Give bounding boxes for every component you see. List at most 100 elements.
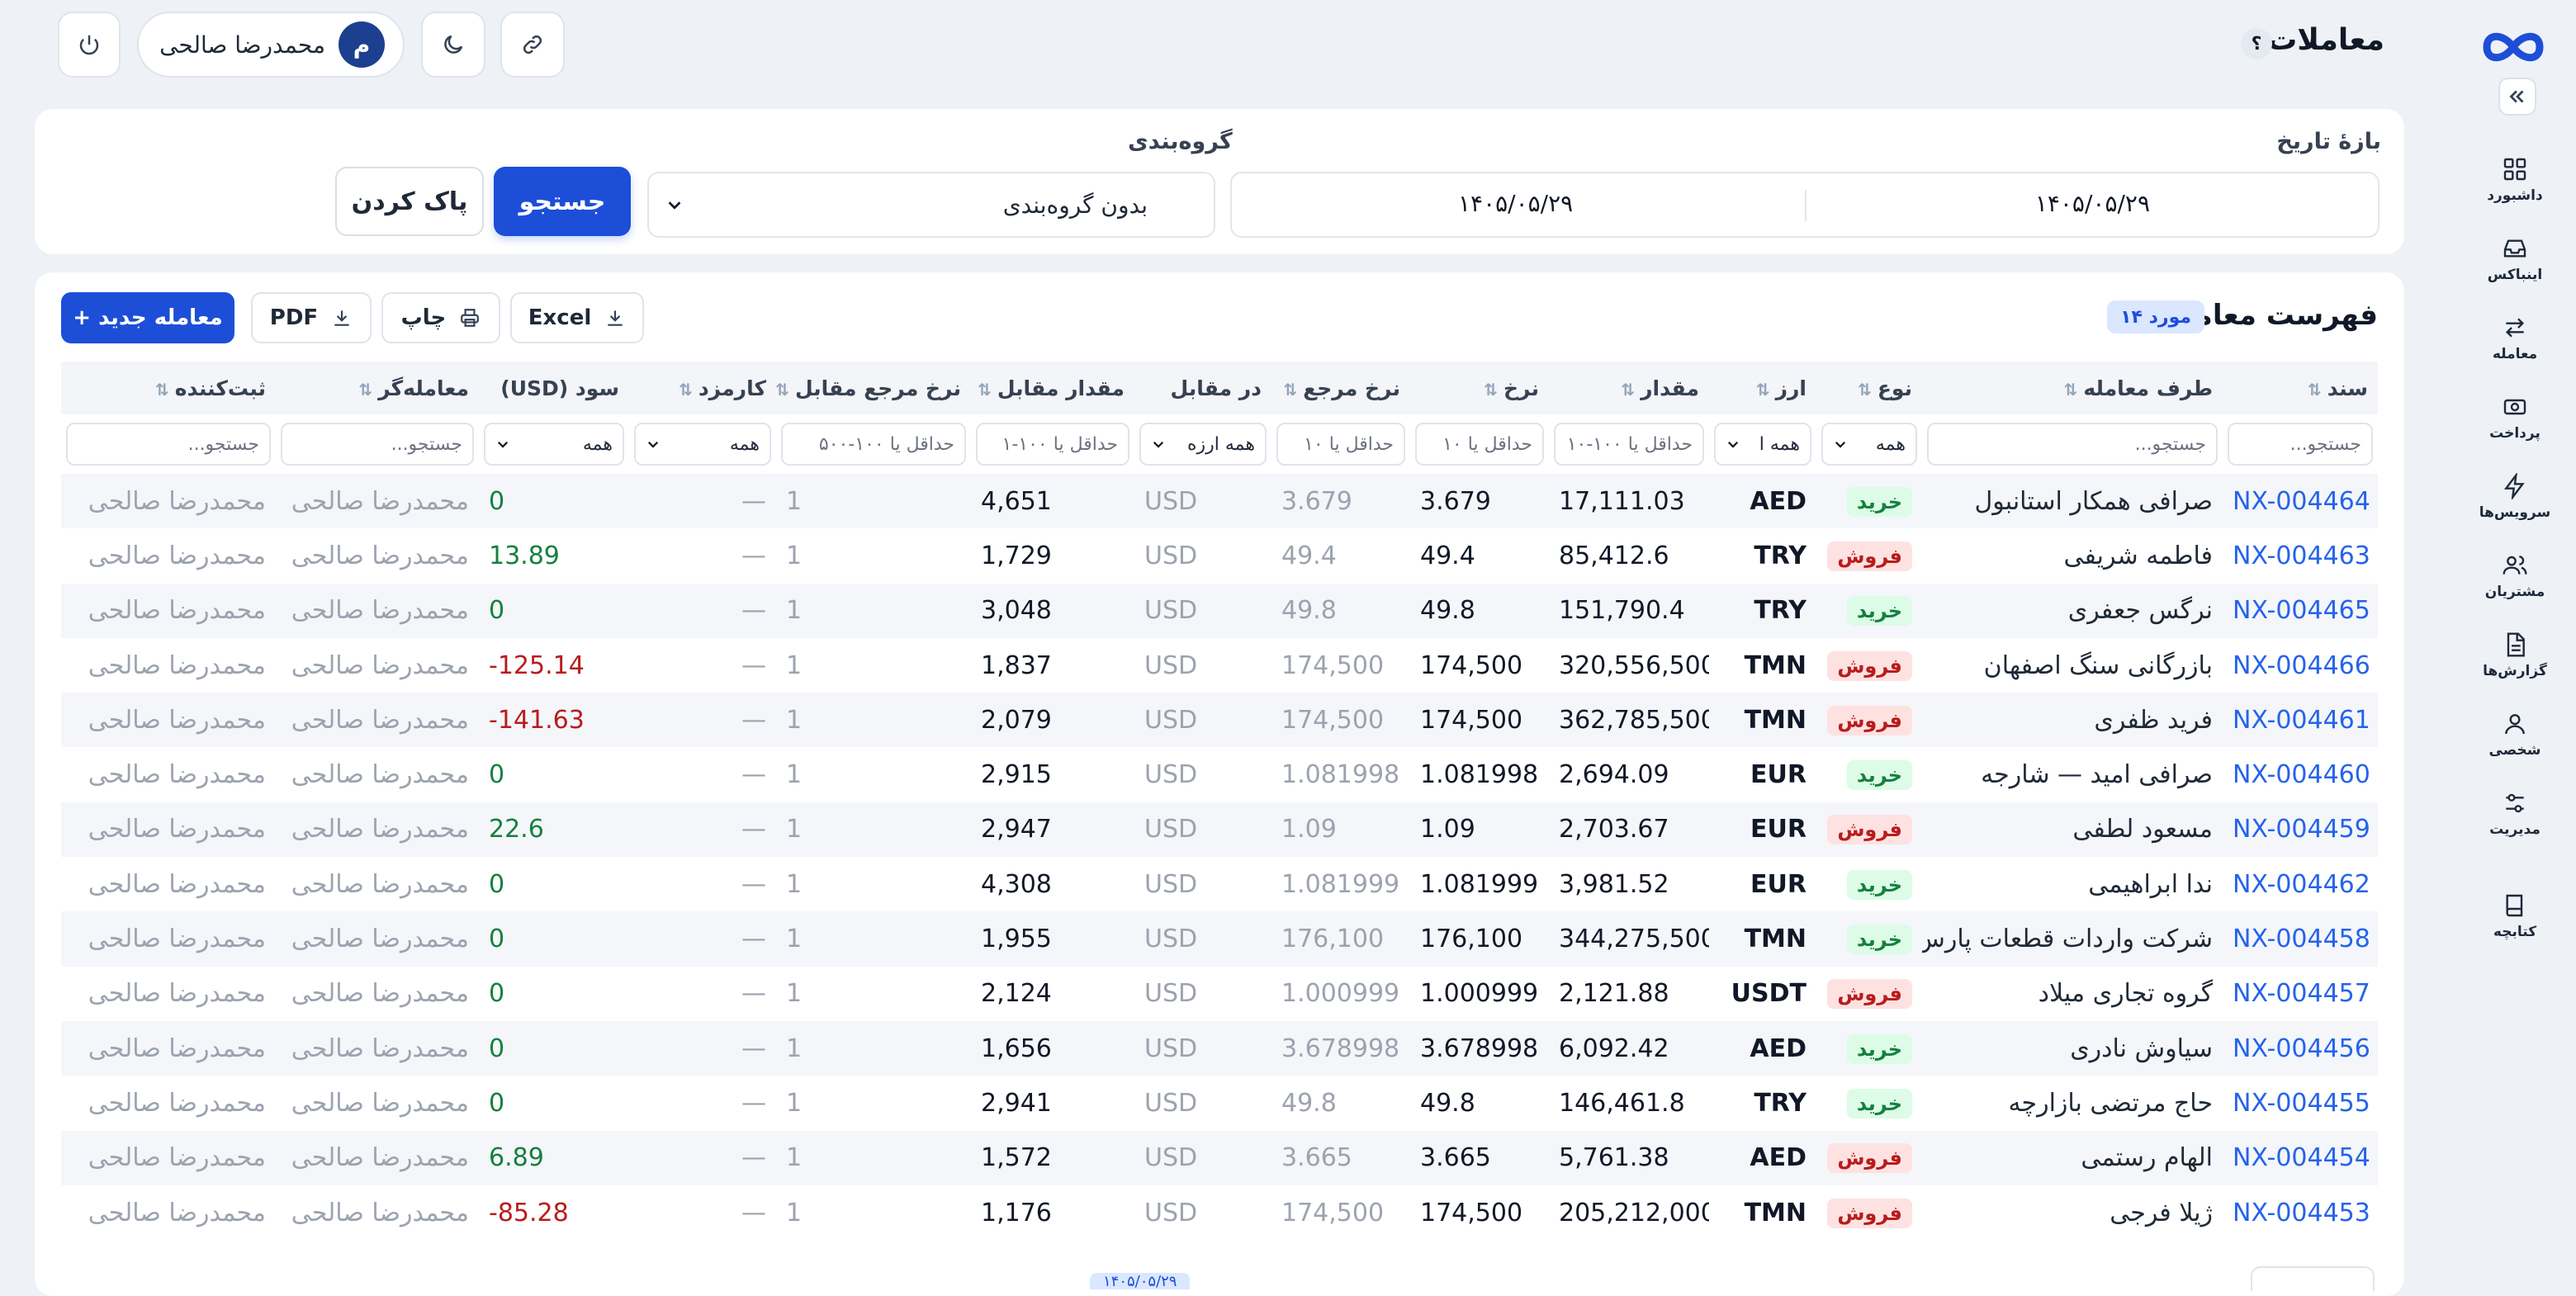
user-menu[interactable]: م محمدرضا صالحی [137, 12, 405, 78]
counter-currency: USD [1134, 693, 1271, 748]
doc-link[interactable]: NX-004465 [2223, 583, 2378, 638]
sidebar-item-book[interactable]: کتابچه [2464, 882, 2566, 951]
column-filter-input[interactable]: حداقل یا ۱۰۰-۵۰۰ [781, 423, 966, 466]
theme-toggle-button[interactable] [421, 12, 485, 78]
counter-amount: 4,308 [971, 857, 1134, 912]
help-icon[interactable]: ؟ [2241, 28, 2272, 59]
currency: TRY [1709, 528, 1816, 584]
doc-link[interactable]: NX-004454 [2223, 1130, 2378, 1185]
column-filter-input[interactable]: جستجو... [1927, 423, 2218, 466]
column-filter-select[interactable]: همه ا [1714, 423, 1811, 466]
trader: محمدرضا صالحی [276, 583, 479, 638]
print-button[interactable]: چاپ [381, 292, 500, 343]
column-header[interactable]: طرف معامله ⇅ [1922, 362, 2223, 414]
column-filter-input[interactable]: حداقل یا ۱۰۰-۱ [976, 423, 1129, 466]
sidebar-item-label: شخصی [2488, 742, 2541, 759]
date-from[interactable]: ۱۴۰۵/۰۵/۲۹ [2034, 190, 2150, 217]
sidebar-item-customers[interactable]: مشتریان [2464, 542, 2566, 611]
column-filter-input[interactable]: جستجو... [2228, 423, 2373, 466]
column-filter-input[interactable]: حداقل یا ۱۰ [1276, 423, 1405, 466]
column-header[interactable]: مقدار مقابل ⇅ [971, 362, 1134, 414]
table-row[interactable]: NX-004463 فاطمه شریفی فروش TRY 85,412.6 49.4 4… [61, 528, 2378, 584]
column-header[interactable]: کارمزد ⇅ [629, 362, 776, 414]
logout-button[interactable] [58, 12, 121, 78]
doc-link[interactable]: NX-004458 [2223, 911, 2378, 967]
table-row[interactable]: NX-004457 گروه تجاری میلاد فروش USDT 2,121.8… [61, 966, 2378, 1021]
column-filter-input[interactable]: حداقل یا ۱۰۰-۱۰ [1554, 423, 1704, 466]
recorder: محمدرضا صالحی [61, 802, 276, 858]
reports-icon [2507, 632, 2525, 657]
date-to[interactable]: ۱۴۰۵/۰۵/۲۹ [1458, 190, 1574, 217]
doc-link[interactable]: NX-004464 [2223, 474, 2378, 529]
column-filter-select[interactable]: همه ارزه [1139, 423, 1267, 466]
page-title: معاملات [2267, 23, 2384, 57]
sidebar-item-inbox[interactable]: اینباکس [2464, 225, 2566, 294]
table-row[interactable]: NX-004464 صرافی همکار استانبول خرید AED 17,1… [61, 474, 2378, 529]
sidebar-item-transfer[interactable]: معامله [2464, 304, 2566, 373]
sidebar-item-sliders[interactable]: مدیریت [2464, 779, 2566, 849]
footer-button[interactable] [2251, 1266, 2375, 1291]
profit: 0 [479, 1076, 629, 1131]
sidebar-item-person[interactable]: شخصی [2464, 700, 2566, 769]
sidebar-item-reports[interactable]: گزارش‌ها [2464, 621, 2566, 690]
table-row[interactable]: NX-004454 الهام رستمی فروش AED 5,761.38 3.665… [61, 1130, 2378, 1185]
doc-link[interactable]: NX-004463 [2223, 528, 2378, 584]
counter-ref-rate: 1 [776, 1020, 971, 1076]
doc-link[interactable]: NX-004461 [2223, 693, 2378, 748]
table-row[interactable]: NX-004462 ندا ابراهیمی خرید EUR 3,981.52 1.08… [61, 857, 2378, 912]
table-row[interactable]: NX-004466 بازرگانی سنگ اصفهان فروش TMN 320,5… [61, 637, 2378, 693]
doc-link[interactable]: NX-004455 [2223, 1076, 2378, 1131]
column-header[interactable]: نرخ ⇅ [1410, 362, 1549, 414]
new-transaction-button[interactable]: + معامله جدید [61, 292, 234, 343]
sidebar-item-dashboard[interactable]: داشبورد [2464, 145, 2566, 215]
doc-link[interactable]: NX-004462 [2223, 857, 2378, 912]
grouping-select[interactable]: بدون گروه‌بندی [647, 172, 1215, 238]
search-button[interactable]: جستجو [494, 167, 631, 236]
type-badge: فروش [1827, 705, 1912, 736]
clear-button[interactable]: پاک کردن [335, 167, 484, 236]
recorder: محمدرضا صالحی [61, 528, 276, 584]
table-row[interactable]: NX-004461 فرید ظفری فروش TMN 362,785,500 174,… [61, 693, 2378, 748]
doc-link[interactable]: NX-004456 [2223, 1020, 2378, 1076]
sidebar-item-bolt[interactable]: سرویس‌ها [2464, 462, 2566, 532]
column-header[interactable]: ثبت‌کننده ⇅ [61, 362, 276, 414]
link-button[interactable] [500, 12, 565, 78]
recorder: محمدرضا صالحی [61, 474, 276, 529]
column-header[interactable]: معامله‌گر ⇅ [276, 362, 479, 414]
column-filter-input[interactable]: جستجو... [66, 423, 271, 466]
counter-currency: USD [1134, 911, 1271, 967]
doc-link[interactable]: NX-004453 [2223, 1185, 2378, 1241]
column-header[interactable]: نوع ⇅ [1816, 362, 1922, 414]
table-row[interactable]: NX-004455 حاج مرتضی بازارچه خرید TRY 146,461… [61, 1076, 2378, 1131]
counterparty: صرافی امید — شارجه [1922, 747, 2223, 802]
column-header[interactable]: ارز ⇅ [1709, 362, 1816, 414]
table-row[interactable]: NX-004465 نرگس جعفری خرید TRY 151,790.4 49.8 4… [61, 583, 2378, 638]
date-range-field[interactable]: ۱۴۰۵/۰۵/۲۹ ۱۴۰۵/۰۵/۲۹ [1230, 172, 2379, 238]
fee: — [629, 1130, 776, 1185]
column-filter-input[interactable]: حداقل یا ۱۰ [1415, 423, 1544, 466]
chevron-down-icon [1835, 441, 1846, 448]
chevron-down-icon [647, 441, 659, 448]
table-row[interactable]: NX-004460 صرافی امید — شارجه خرید EUR 2,694.… [61, 747, 2378, 802]
sidebar-item-payment[interactable]: پرداخت [2464, 383, 2566, 452]
table-row[interactable]: NX-004456 سیاوش نادری خرید AED 6,092.42 3.678… [61, 1020, 2378, 1076]
doc-link[interactable]: NX-004460 [2223, 747, 2378, 802]
export-pdf-button[interactable]: PDF [251, 292, 372, 343]
column-filter-select[interactable]: همه [634, 423, 771, 466]
doc-link[interactable]: NX-004459 [2223, 802, 2378, 858]
column-filter-input[interactable]: جستجو... [281, 423, 474, 466]
column-header[interactable]: نرخ مرجع مقابل ⇅ [776, 362, 971, 414]
doc-link[interactable]: NX-004457 [2223, 966, 2378, 1021]
column-filter-select[interactable]: همه [484, 423, 624, 466]
column-header[interactable]: نرخ مرجع ⇅ [1271, 362, 1410, 414]
table-row[interactable]: NX-004453 ژیلا فرجی فروش TMN 205,212,000 174,… [61, 1185, 2378, 1241]
column-filter-select[interactable]: همه [1821, 423, 1917, 466]
doc-link[interactable]: NX-004466 [2223, 637, 2378, 693]
sidebar-expand-button[interactable] [2498, 78, 2536, 116]
profit: 0 [479, 583, 629, 638]
table-row[interactable]: NX-004459 مسعود لطفی فروش EUR 2,703.67 1.09 1.… [61, 802, 2378, 858]
export-excel-button[interactable]: Excel [510, 292, 644, 343]
column-header[interactable]: سند ⇅ [2223, 362, 2378, 414]
table-row[interactable]: NX-004458 شرکت واردات قطعات پارس خرید TMN 34… [61, 911, 2378, 967]
column-header[interactable]: مقدار ⇅ [1549, 362, 1709, 414]
